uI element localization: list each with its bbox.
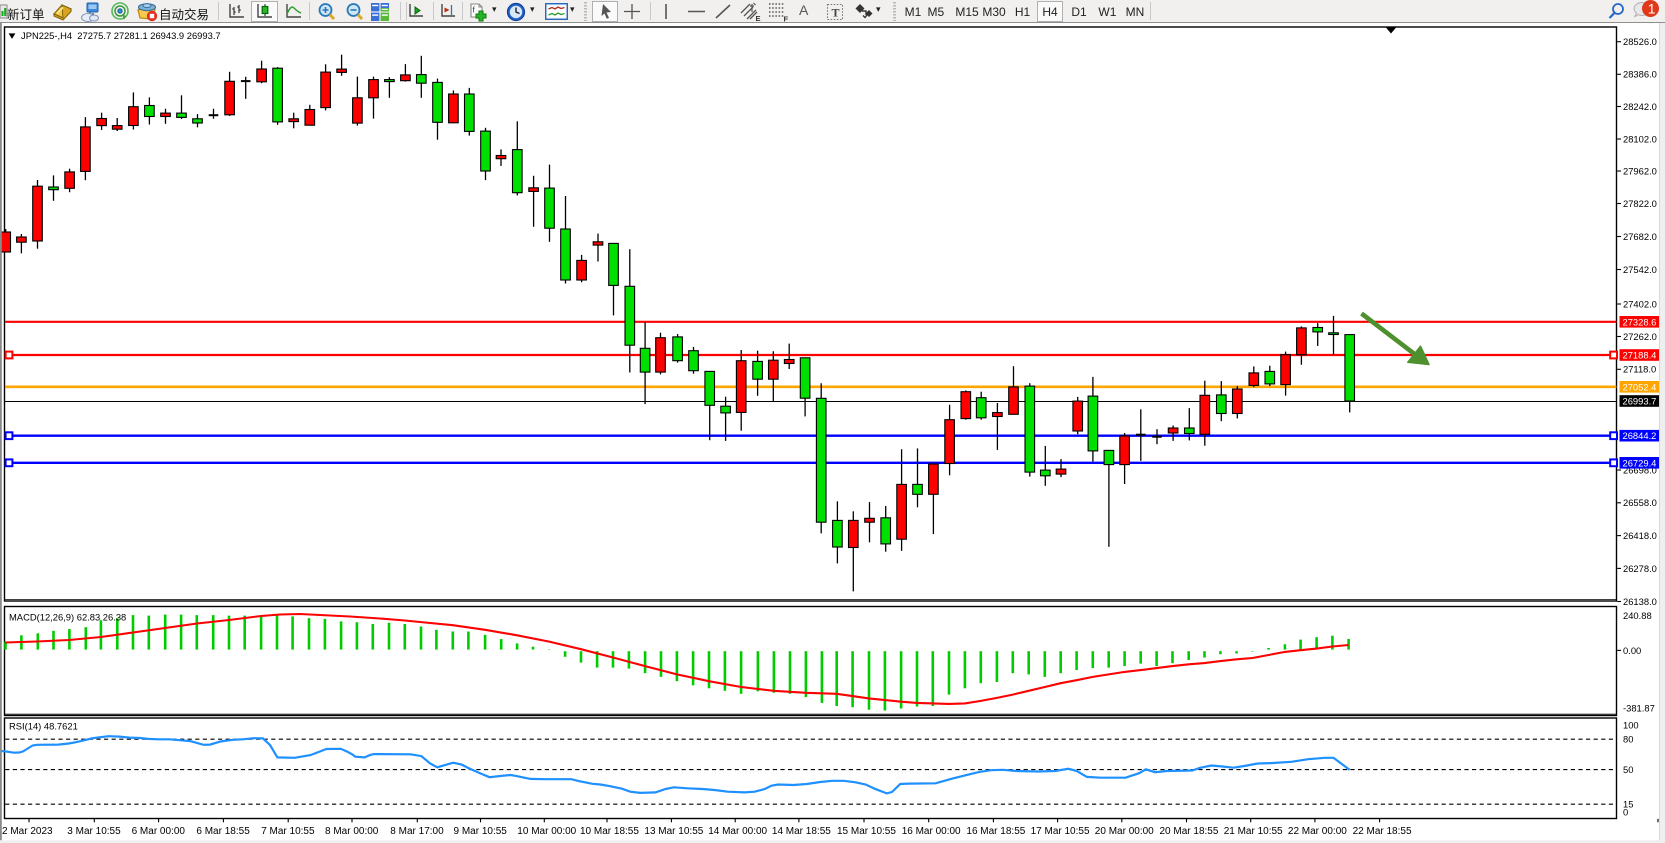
svg-text:28386.0: 28386.0 — [1623, 69, 1657, 80]
svg-text:80: 80 — [1623, 734, 1633, 745]
svg-text:20 Mar 18:55: 20 Mar 18:55 — [1160, 826, 1219, 837]
svg-text:100: 100 — [1623, 719, 1639, 730]
svg-text:14 Mar 00:00: 14 Mar 00:00 — [708, 826, 767, 837]
svg-text:10 Mar 00:00: 10 Mar 00:00 — [517, 826, 576, 837]
svg-text:2 Mar 2023: 2 Mar 2023 — [2, 826, 53, 837]
svg-text:26418.0: 26418.0 — [1623, 530, 1657, 541]
svg-text:15 Mar 10:55: 15 Mar 10:55 — [837, 826, 896, 837]
svg-text:26698.0: 26698.0 — [1623, 464, 1657, 475]
svg-text:17 Mar 10:55: 17 Mar 10:55 — [1031, 826, 1090, 837]
svg-text:27682.0: 27682.0 — [1623, 231, 1657, 242]
svg-text:27542.0: 27542.0 — [1623, 264, 1657, 275]
svg-text:26993.7: 26993.7 — [1623, 396, 1657, 407]
svg-text:22 Mar 00:00: 22 Mar 00:00 — [1288, 826, 1347, 837]
svg-text:28102.0: 28102.0 — [1623, 133, 1657, 144]
svg-text:3 Mar 10:55: 3 Mar 10:55 — [67, 826, 121, 837]
svg-text:26729.4: 26729.4 — [1623, 457, 1657, 468]
svg-text:26844.2: 26844.2 — [1623, 430, 1657, 441]
svg-text:6 Mar 18:55: 6 Mar 18:55 — [196, 826, 250, 837]
svg-text:0: 0 — [1623, 807, 1628, 818]
svg-text:50: 50 — [1623, 764, 1633, 775]
svg-text:16 Mar 00:00: 16 Mar 00:00 — [902, 826, 961, 837]
svg-text:16 Mar 18:55: 16 Mar 18:55 — [966, 826, 1025, 837]
svg-text:8 Mar 00:00: 8 Mar 00:00 — [325, 826, 379, 837]
svg-text:9 Mar 10:55: 9 Mar 10:55 — [454, 826, 508, 837]
svg-text:f: f — [473, 6, 476, 15]
svg-text:6 Mar 00:00: 6 Mar 00:00 — [132, 826, 186, 837]
svg-text:22 Mar 18:55: 22 Mar 18:55 — [1353, 826, 1412, 837]
svg-text:28242.0: 28242.0 — [1623, 101, 1657, 112]
svg-text:27052.4: 27052.4 — [1623, 381, 1657, 392]
svg-text:26278.0: 26278.0 — [1623, 563, 1657, 574]
svg-text:27118.0: 27118.0 — [1623, 364, 1656, 375]
svg-text:15: 15 — [1623, 799, 1633, 810]
svg-text:27402.0: 27402.0 — [1623, 298, 1657, 309]
svg-text:21 Mar 10:55: 21 Mar 10:55 — [1224, 826, 1283, 837]
svg-text:26138.0: 26138.0 — [1623, 596, 1657, 607]
svg-text:0.00: 0.00 — [1623, 645, 1641, 656]
svg-text:26558.0: 26558.0 — [1623, 497, 1657, 508]
svg-text:10 Mar 18:55: 10 Mar 18:55 — [580, 826, 639, 837]
svg-text:27328.6: 27328.6 — [1623, 316, 1657, 327]
svg-text:RSI(14) 48.7621: RSI(14) 48.7621 — [9, 721, 78, 732]
svg-text:28526.0: 28526.0 — [1623, 36, 1657, 47]
svg-text:JPN225-,H4 27275.7 27281.1 26: JPN225-,H4 27275.7 27281.1 26943.9 26993… — [21, 30, 221, 41]
svg-text:13 Mar 10:55: 13 Mar 10:55 — [644, 826, 703, 837]
svg-text:8 Mar 17:00: 8 Mar 17:00 — [390, 826, 444, 837]
svg-text:F: F — [784, 15, 789, 23]
svg-text:-381.87: -381.87 — [1623, 703, 1655, 714]
svg-text:27188.4: 27188.4 — [1623, 350, 1657, 361]
svg-text:20 Mar 00:00: 20 Mar 00:00 — [1095, 826, 1154, 837]
svg-text:E: E — [756, 14, 761, 22]
svg-text:14 Mar 18:55: 14 Mar 18:55 — [772, 826, 831, 837]
svg-text:27962.0: 27962.0 — [1623, 165, 1657, 176]
svg-text:27262.0: 27262.0 — [1623, 331, 1657, 342]
svg-text:MACD(12,26,9) 62.83 26.38: MACD(12,26,9) 62.83 26.38 — [9, 612, 126, 623]
svg-text:7 Mar 10:55: 7 Mar 10:55 — [261, 826, 315, 837]
svg-text:240.88: 240.88 — [1623, 610, 1652, 621]
svg-text:27822.0: 27822.0 — [1623, 198, 1657, 209]
svg-text:1: 1 — [1648, 1, 1656, 17]
svg-text:T: T — [832, 6, 840, 20]
